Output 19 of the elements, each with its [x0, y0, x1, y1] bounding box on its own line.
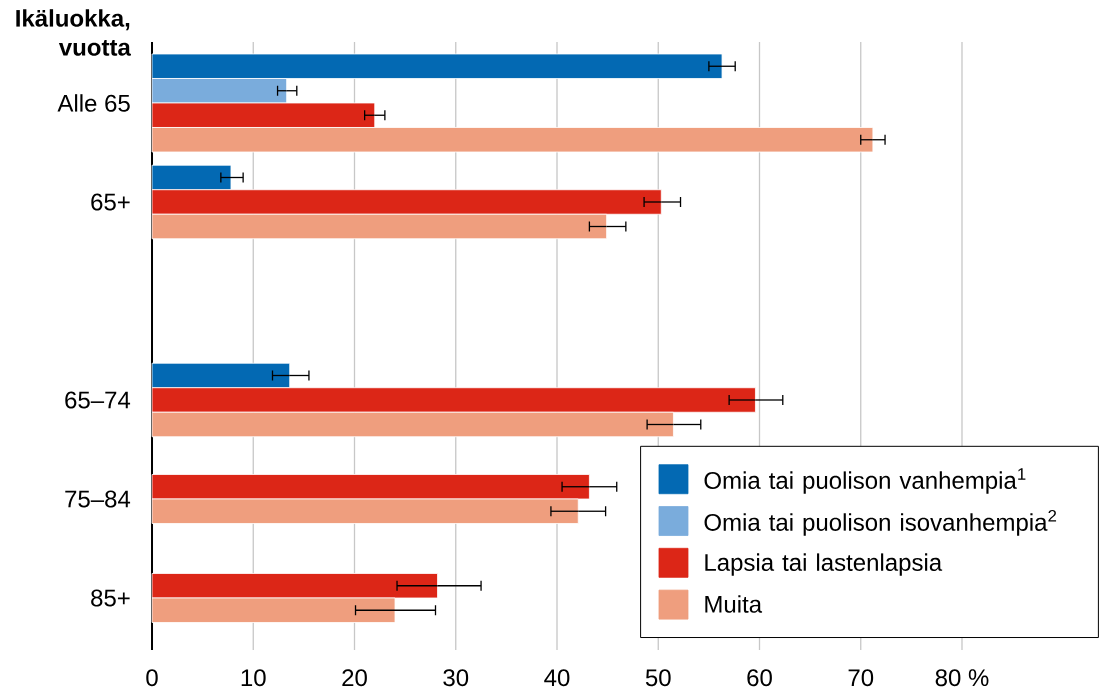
legend-label: Omia tai puolison vanhempia$^{1}$: [704, 468, 1026, 494]
legend-label: Muita: [705, 595, 763, 613]
x-tick-label: 10: [241, 669, 266, 687]
x-tick-label: 50: [645, 669, 671, 687]
x-tick-label: 40: [544, 669, 570, 687]
legend-label: Lapsia tai lastenlapsia: [705, 553, 943, 576]
y-tick-label: 65+: [91, 193, 130, 211]
legend-label: Omia tai puolison isovanhempia$^{2}$: [704, 509, 1057, 536]
y-tick-label: 85+: [91, 589, 130, 607]
y-axis-title: Ikäluokka, vuotta: [16, 9, 131, 56]
y-tick-label: 75–84: [65, 490, 131, 508]
x-tick-label: 0: [146, 669, 158, 687]
x-tick-label: 60: [747, 669, 772, 687]
y-tick-label: 65–74: [65, 391, 131, 409]
x-tick-label: 80 %: [935, 669, 989, 687]
x-tick-label: 20: [342, 669, 367, 687]
x-tick-label: 70: [848, 669, 874, 687]
x-tick-label: 30: [443, 669, 469, 687]
y-tick-label: Alle 65: [57, 94, 130, 112]
